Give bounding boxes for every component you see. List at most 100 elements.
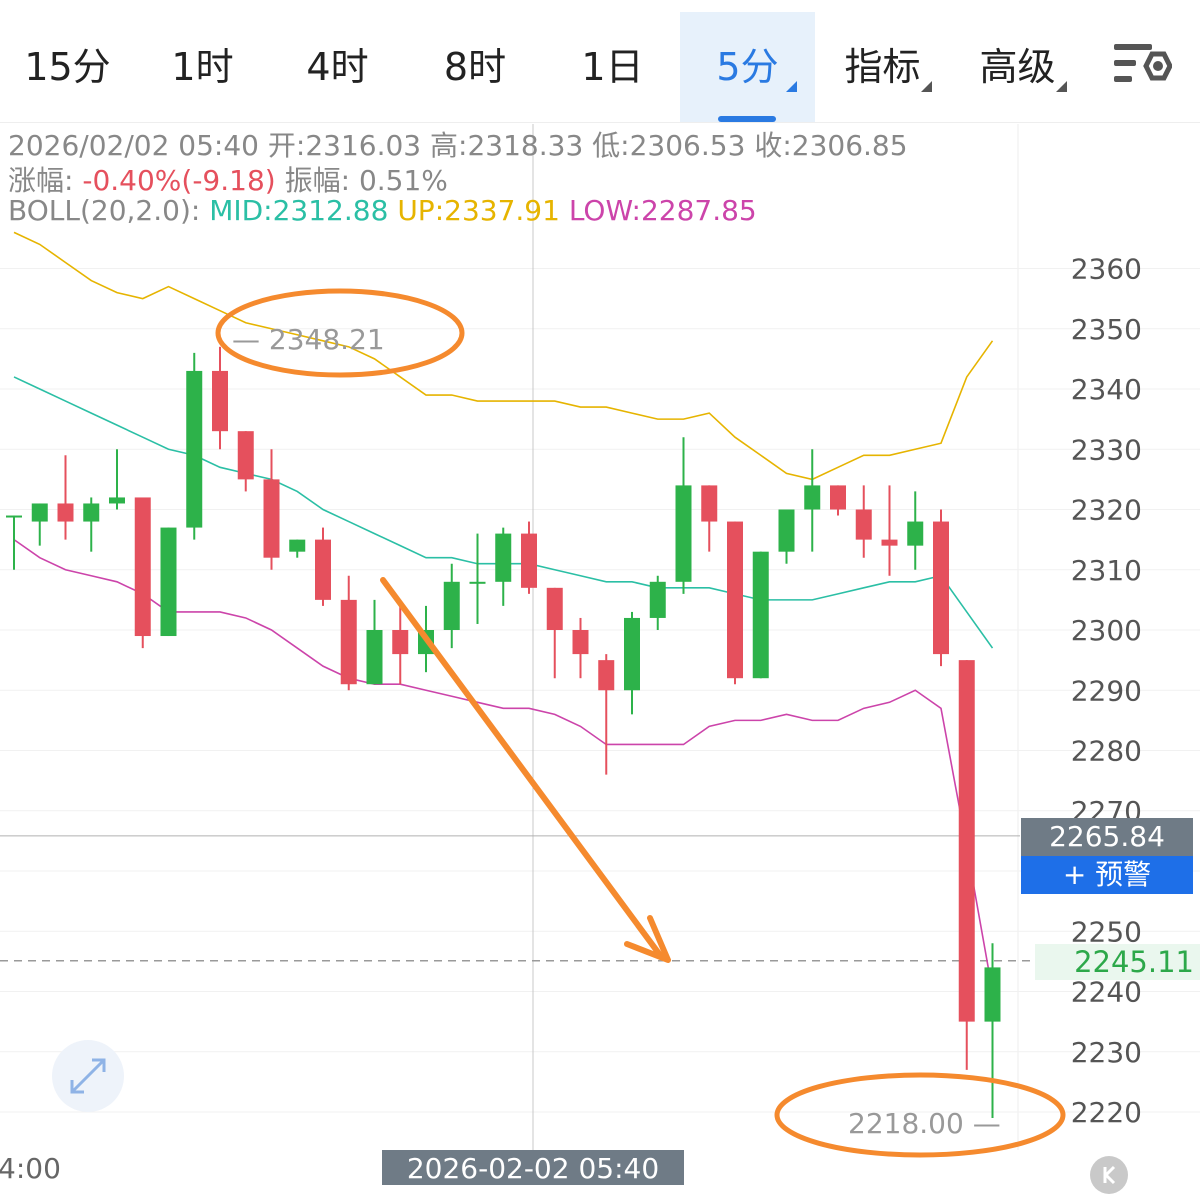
candle-body (958, 660, 975, 1022)
candle-body (727, 521, 743, 679)
period-tab-bar: 15分 1时 4时 8时 1日 5分 指标 高级 (0, 12, 1200, 122)
candle-body (907, 521, 924, 546)
low-marker-value: 2218.00 (848, 1107, 964, 1140)
boll-label: BOLL(20,2.0): (8, 194, 201, 227)
dropdown-triangle-icon (786, 81, 797, 92)
crosshair-price-tag: 2265.84 (1021, 818, 1193, 856)
open-value: 2316.03 (305, 129, 422, 162)
candle-body (546, 587, 563, 630)
tab-5m[interactable]: 5分 (680, 12, 815, 122)
candle-body (572, 630, 589, 655)
tab-15m[interactable]: 15分 (0, 12, 135, 122)
tab-advanced[interactable]: 高级 (950, 12, 1085, 122)
tab-1h[interactable]: 1时 (135, 12, 270, 122)
y-tick-label: 2290 (1071, 674, 1142, 707)
tab-5m-label: 5分 (716, 45, 779, 89)
candle-body (624, 617, 640, 691)
tab-8h-label: 8时 (443, 45, 507, 89)
candle-body (675, 485, 692, 582)
candle-body (881, 539, 898, 546)
candle-body (57, 503, 74, 522)
dropdown-triangle-icon (1056, 81, 1067, 92)
y-tick-label: 2310 (1071, 554, 1142, 587)
candle-body (212, 370, 228, 432)
candle-body (186, 370, 203, 528)
candle-body (31, 503, 48, 522)
trend-arrow-shaft (380, 577, 663, 958)
close-label: 收: (754, 129, 792, 162)
candle-body (933, 521, 949, 655)
tab-1d-label: 1日 (581, 45, 644, 89)
candle-body (134, 497, 151, 637)
trend-arrow-head (624, 915, 671, 963)
high-marker-label: — 2348.21 (232, 323, 385, 356)
candle-body (366, 630, 383, 685)
candle-body (598, 660, 615, 691)
candle-body (340, 599, 357, 685)
tab-15m-label: 15分 (24, 45, 111, 89)
candle-body (521, 533, 537, 588)
high-marker-value: 2348.21 (268, 323, 385, 356)
y-tick-label: 2360 (1071, 253, 1142, 286)
tab-bar-divider (0, 122, 1200, 123)
high-annotation-ellipse (215, 288, 465, 378)
y-tick-label: 2300 (1071, 614, 1142, 647)
candle-body (6, 515, 22, 518)
candle-body (752, 551, 769, 679)
candle-body (237, 431, 254, 480)
y-tick-label: 2330 (1071, 433, 1142, 466)
y-tick-label: 2240 (1071, 976, 1142, 1009)
amplitude-label: 振幅: (284, 164, 351, 197)
candle-body (778, 509, 795, 552)
candle-body (263, 479, 280, 558)
boll-low-value: LOW:2287.85 (568, 194, 757, 227)
candle-body (649, 581, 666, 618)
open-label: 开: (267, 129, 306, 162)
scroll-to-latest-icon[interactable] (1090, 1156, 1128, 1194)
chart-settings-icon[interactable] (1112, 40, 1173, 92)
candle-body (701, 485, 718, 522)
tab-1d[interactable]: 1日 (545, 12, 680, 122)
tab-indicators-label: 指标 (844, 45, 921, 89)
tab-4h[interactable]: 4时 (270, 12, 405, 122)
dropdown-triangle-icon (921, 81, 932, 92)
last-price-tag: 2245.11 (1035, 944, 1200, 980)
boll-up-value: UP:2337.91 (397, 194, 560, 227)
add-alert-button[interactable]: + 预警 (1021, 856, 1193, 894)
high-value: 2318.33 (467, 129, 584, 162)
candle-body (830, 485, 846, 510)
tab-indicators[interactable]: 指标 (815, 12, 950, 122)
candle-body (495, 533, 512, 582)
boll-mid-value: MID:2312.88 (209, 194, 389, 227)
change-label: 涨幅: (8, 164, 74, 197)
ohlc-info-line: 2026/02/02 05:40 开:2316.03 高:2318.33 低:2… (8, 124, 908, 164)
low-value: 2306.53 (629, 129, 746, 162)
boll-info-line: BOLL(20,2.0): MID:2312.88 UP:2337.91 LOW… (8, 194, 757, 227)
fullscreen-expand-icon[interactable] (52, 1040, 124, 1112)
amplitude-value: 0.51% (358, 164, 448, 197)
candle-body (984, 967, 1001, 1022)
y-tick-label: 2250 (1071, 915, 1142, 948)
tab-8h[interactable]: 8时 (405, 12, 545, 122)
candle-body (315, 539, 331, 600)
candle-body (289, 539, 306, 552)
candle-body (855, 509, 872, 540)
candle-body (443, 581, 460, 630)
low-label: 低: (592, 129, 630, 162)
candle-body (392, 630, 409, 655)
boll-lower-line (13, 538, 994, 992)
y-tick-label: 2280 (1071, 735, 1142, 768)
candle-body (469, 581, 486, 584)
y-tick-label: 2220 (1071, 1096, 1142, 1129)
candle-body (160, 527, 177, 637)
tab-advanced-label: 高级 (979, 45, 1056, 89)
low-annotation-ellipse (774, 1072, 1066, 1158)
crosshair-time-tag: 2026-02-02 05:40 (382, 1150, 684, 1185)
close-value: 2306.85 (791, 129, 908, 162)
tab-4h-label: 4时 (306, 45, 369, 89)
y-tick-label: 2350 (1071, 313, 1142, 346)
high-label: 高: (430, 129, 468, 162)
change-info-line: 涨幅: -0.40%(-9.18) 振幅: 0.51% (8, 159, 448, 199)
info-datetime: 2026/02/02 05:40 (8, 129, 259, 162)
